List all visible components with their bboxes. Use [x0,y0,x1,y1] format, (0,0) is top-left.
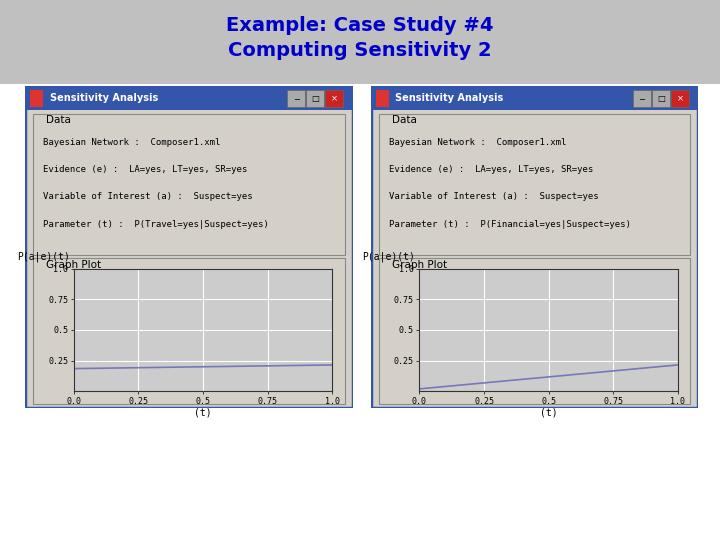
Bar [306,90,324,107]
Text: P(a|e)(t): P(a|e)(t) [363,252,415,262]
Bar [33,258,345,404]
Bar [671,90,689,107]
Text: Graph Plot: Graph Plot [47,260,102,270]
Text: ×: × [330,94,338,103]
Bar [379,258,690,404]
Bar [371,86,698,111]
Text: P(a|e)(t): P(a|e)(t) [17,252,70,262]
X-axis label: (t): (t) [194,407,212,417]
Text: Bayesian Network :  Composer1.xml: Bayesian Network : Composer1.xml [389,138,566,147]
Text: ─: ─ [294,94,299,103]
Text: Sensitivity Analysis: Sensitivity Analysis [395,93,503,104]
Text: Variable of Interest (a) :  Suspect=yes: Variable of Interest (a) : Suspect=yes [389,192,598,201]
Bar [287,90,305,107]
Text: Data: Data [47,116,71,125]
Text: □: □ [657,94,665,103]
Text: Bayesian Network :  Composer1.xml: Bayesian Network : Composer1.xml [43,138,220,147]
Bar [325,90,343,107]
Text: □: □ [311,94,319,103]
Text: ─: ─ [639,94,644,103]
Text: ×: × [676,94,683,103]
Text: Example: Case Study #4
Computing Sensitivity 2: Example: Case Study #4 Computing Sensiti… [226,16,494,59]
Text: Sensitivity Analysis: Sensitivity Analysis [50,93,158,104]
Bar [633,90,651,107]
Bar [25,86,353,111]
Text: Evidence (e) :  LA=yes, LT=yes, SR=yes: Evidence (e) : LA=yes, LT=yes, SR=yes [389,165,593,174]
Text: Variable of Interest (a) :  Suspect=yes: Variable of Interest (a) : Suspect=yes [43,192,253,201]
Bar [379,114,690,255]
Bar [652,90,670,107]
Text: Parameter (t) :  P(Travel=yes|Suspect=yes): Parameter (t) : P(Travel=yes|Suspect=yes… [43,220,269,229]
Bar [33,114,345,255]
Text: Graph Plot: Graph Plot [392,260,447,270]
Bar [30,90,43,107]
Text: Parameter (t) :  P(Financial=yes|Suspect=yes): Parameter (t) : P(Financial=yes|Suspect=… [389,220,631,229]
Bar [376,90,389,107]
Text: Data: Data [392,116,417,125]
X-axis label: (t): (t) [540,407,557,417]
Text: Evidence (e) :  LA=yes, LT=yes, SR=yes: Evidence (e) : LA=yes, LT=yes, SR=yes [43,165,248,174]
